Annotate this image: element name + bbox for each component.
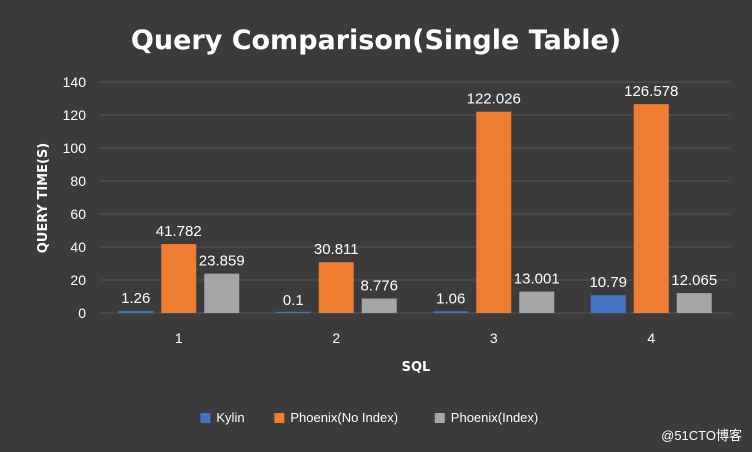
bar (318, 262, 354, 313)
x-tick-labels: 1 2 3 4 (175, 330, 656, 346)
data-label: 10.79 (589, 274, 627, 291)
y-tick-label: 100 (63, 140, 87, 156)
y-tick-label: 120 (63, 107, 87, 123)
data-label: 41.782 (156, 223, 202, 240)
legend-label: Phoenix(No Index) (290, 410, 398, 425)
watermark: @51CTO博客 (661, 428, 742, 443)
legend-label: Kylin (216, 410, 244, 425)
data-label: 1.26 (121, 290, 150, 307)
legend-swatch (434, 413, 445, 423)
bars (118, 104, 712, 313)
x-tick-label: 1 (175, 330, 183, 346)
bar (519, 291, 555, 313)
y-tick-label: 40 (70, 239, 86, 255)
data-labels: 1.26 41.782 23.859 0.1 30.811 8.776 1.06 122.02… (121, 83, 717, 309)
bar (161, 244, 197, 313)
x-tick-label: 4 (647, 330, 655, 346)
x-axis-title: SQL (402, 360, 431, 375)
data-label: 30.811 (314, 241, 359, 258)
x-tick-label: 2 (332, 330, 340, 346)
bar (590, 295, 626, 313)
bar (275, 311, 311, 313)
bar (633, 104, 669, 313)
bar (676, 293, 712, 313)
data-label: 8.776 (360, 278, 398, 295)
legend: Kylin Phoenix(No Index) Phoenix(Index) (200, 410, 538, 425)
data-label: 12.065 (671, 272, 717, 289)
bar (361, 298, 397, 313)
data-label: 126.578 (624, 83, 678, 100)
bar (476, 111, 512, 313)
y-tick-labels: 0 20 40 60 80 100 120 140 (63, 74, 87, 321)
bar (118, 310, 154, 313)
y-tick-label: 0 (78, 305, 86, 321)
y-tick-label: 20 (70, 272, 86, 288)
y-tick-label: 60 (70, 206, 86, 222)
y-axis-title: QUERY TIME(S) (36, 143, 51, 254)
data-label: 23.859 (199, 253, 245, 270)
legend-swatch (200, 413, 211, 423)
y-tick-label: 80 (70, 173, 86, 189)
bar (433, 311, 469, 313)
bar (204, 273, 240, 313)
data-label: 1.06 (436, 290, 465, 307)
data-label: 0.1 (283, 292, 304, 309)
legend-swatch (274, 413, 285, 423)
x-tick-label: 3 (490, 330, 498, 346)
data-label: 13.001 (514, 271, 560, 288)
chart-title: Query Comparison(Single Table) (131, 25, 621, 56)
y-tick-label: 140 (63, 74, 87, 90)
legend-label: Phoenix(Index) (451, 410, 538, 425)
data-label: 122.026 (467, 91, 521, 108)
